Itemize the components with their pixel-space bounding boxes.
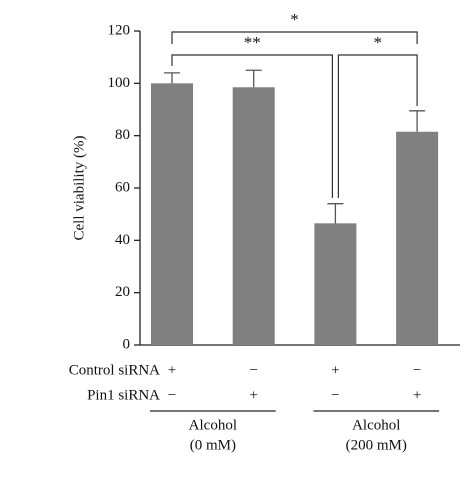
condition-mark: − bbox=[168, 387, 176, 403]
group-label: Alcohol bbox=[189, 417, 237, 433]
significance-label: * bbox=[290, 10, 299, 29]
significance-bracket bbox=[337, 54, 418, 198]
condition-name: Control siRNA bbox=[69, 362, 160, 378]
condition-mark: + bbox=[249, 387, 257, 403]
condition-mark: + bbox=[331, 362, 339, 378]
y-tick-label: 120 bbox=[108, 22, 131, 38]
error-bar bbox=[164, 72, 180, 84]
condition-mark: + bbox=[413, 387, 421, 403]
condition-mark: + bbox=[168, 362, 176, 378]
bar bbox=[151, 83, 193, 345]
condition-mark: − bbox=[331, 387, 339, 403]
error-bar bbox=[327, 203, 344, 224]
y-tick-label: 20 bbox=[115, 284, 130, 300]
condition-name: Pin1 siRNA bbox=[87, 387, 160, 403]
condition-mark: − bbox=[249, 362, 257, 378]
group-label: (200 mM) bbox=[346, 437, 407, 453]
bar bbox=[396, 131, 439, 345]
y-tick-label: 40 bbox=[115, 232, 130, 248]
y-tick-label: 100 bbox=[108, 75, 131, 91]
y-tick-label: 0 bbox=[123, 336, 131, 352]
significance-bracket bbox=[171, 31, 418, 44]
y-tick-label: 60 bbox=[115, 179, 130, 195]
significance-bracket bbox=[171, 54, 333, 198]
y-axis-label: Cell viability (%) bbox=[71, 136, 87, 241]
significance-label: ** bbox=[244, 33, 261, 52]
error-bar bbox=[409, 110, 426, 132]
group-label: Alcohol bbox=[352, 417, 400, 433]
group-label: (0 mM) bbox=[190, 437, 236, 453]
error-bar bbox=[245, 69, 262, 88]
bar bbox=[314, 223, 357, 345]
significance-label: * bbox=[374, 33, 383, 52]
y-tick-label: 80 bbox=[115, 127, 130, 143]
bar bbox=[232, 87, 275, 345]
condition-mark: − bbox=[413, 362, 421, 378]
